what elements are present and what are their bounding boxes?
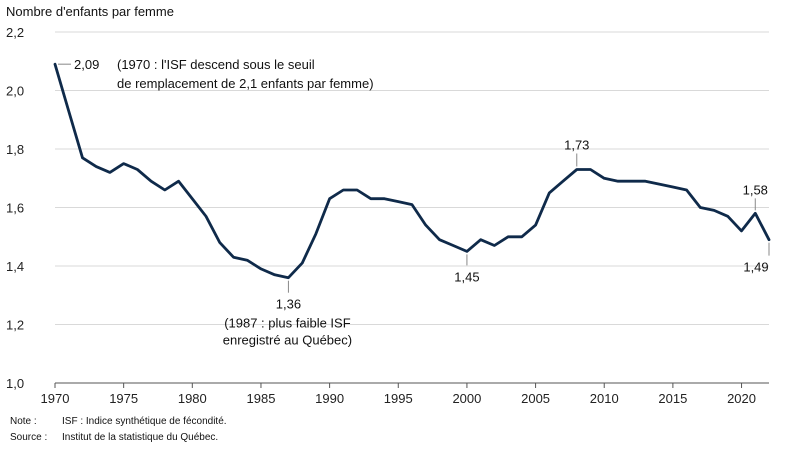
y-axis-label: Nombre d'enfants par femme [6,4,174,19]
x-tick-label: 1970 [41,391,70,406]
y-tick-label: 1,6 [6,201,24,216]
data-label-2008: 1,73 [564,137,589,152]
y-tick-label: 2,0 [6,84,24,99]
x-tick-label: 1995 [384,391,413,406]
series-line-isf [53,62,771,280]
x-tick-label: 1990 [315,391,344,406]
x-tick-label: 2005 [521,391,550,406]
y-tick-label: 1,2 [6,318,24,333]
annotations: 2,09 (1970 : l'ISF descend sous le seuil d… [58,57,770,348]
y-tick-label: 1,0 [6,376,24,391]
series [53,62,771,280]
y-tick-label: 2,2 [6,25,24,40]
annotation-note-1987: (1987 : plus faible ISF [224,316,351,331]
source-row: Source : Institut de la statistique du Q… [10,430,227,446]
note-text: ISF : Indice synthétique de fécondité. [62,416,227,427]
data-label-1970: 2,09 [74,57,99,72]
y-ticks: 1,0 1,2 1,4 1,6 1,8 2,0 2,2 [6,25,24,391]
data-label-2021: 1,58 [743,182,768,197]
data-label-2022: 1,49 [743,260,768,275]
source-text: Institut de la statistique du Québec. [62,432,219,443]
annotation-note-1970: (1970 : l'ISF descend sous le seuil [117,57,315,72]
x-tick-label: 1975 [109,391,138,406]
x-tick-label: 2015 [658,391,687,406]
source-key: Source : [10,432,48,443]
data-label-1987: 1,36 [276,297,301,312]
x-tick-label: 1985 [247,391,276,406]
x-tick-label: 2010 [590,391,619,406]
x-tick-label: 1980 [178,391,207,406]
note-row: Note : ISF : Indice synthétique de fécon… [10,414,227,430]
x-tick-label: 2000 [452,391,481,406]
x-tick-label: 2020 [727,391,756,406]
grid [55,31,769,384]
chart-notes: Note : ISF : Indice synthétique de fécon… [10,414,227,446]
y-tick-label: 1,8 [6,142,24,157]
data-label-2000: 1,45 [454,269,479,284]
note-key: Note : [10,416,37,427]
y-tick-label: 1,4 [6,259,24,274]
x-ticks: 1970 1975 1980 1985 1990 1995 2000 2005 2010 2015… [41,383,756,406]
annotation-note-1987: enregistré au Québec) [223,333,352,348]
fertility-chart: Nombre d'enfants par femme 1,01,21,41,61… [6,4,771,406]
annotation-note-1970: de remplacement de 2,1 enfants par femme… [117,76,374,91]
